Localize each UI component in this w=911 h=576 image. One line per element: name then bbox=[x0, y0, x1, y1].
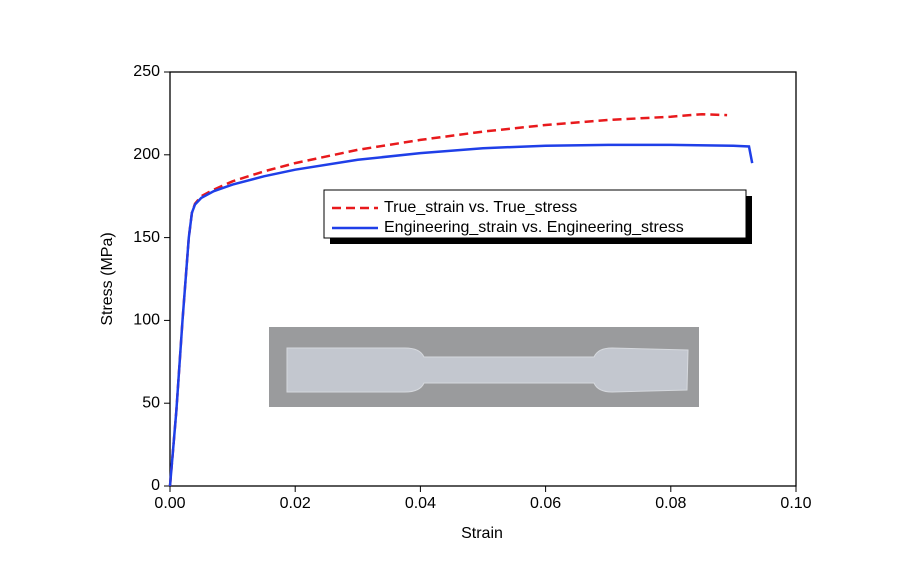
line-series bbox=[168, 112, 728, 487]
inset-photo bbox=[269, 327, 699, 407]
x-tick-label: 0.06 bbox=[530, 495, 561, 512]
line-series bbox=[168, 143, 754, 487]
x-tick-label: 0.10 bbox=[780, 495, 811, 512]
legend-label: True_strain vs. True_stress bbox=[384, 199, 577, 216]
y-tick-label: 150 bbox=[133, 229, 160, 246]
y-tick-label: 250 bbox=[133, 63, 160, 80]
y-tick-label: 50 bbox=[142, 394, 160, 411]
x-tick-label: 0.00 bbox=[154, 495, 185, 512]
x-tick-label: 0.04 bbox=[405, 495, 436, 512]
specimen bbox=[286, 347, 689, 393]
plot-frame bbox=[169, 71, 797, 487]
x-axis-label: Strain bbox=[461, 525, 503, 542]
x-tick-label: 0.02 bbox=[280, 495, 311, 512]
y-axis-label: Stress (MPa) bbox=[99, 232, 116, 325]
y-tick-label: 0 bbox=[151, 477, 160, 494]
x-tick-label: 0.08 bbox=[655, 495, 686, 512]
y-tick-label: 100 bbox=[133, 312, 160, 329]
legend-label: Engineering_strain vs. Engineering_stres… bbox=[384, 219, 684, 236]
y-tick-label: 200 bbox=[133, 146, 160, 163]
legend bbox=[323, 189, 752, 244]
legend-box bbox=[323, 189, 747, 239]
